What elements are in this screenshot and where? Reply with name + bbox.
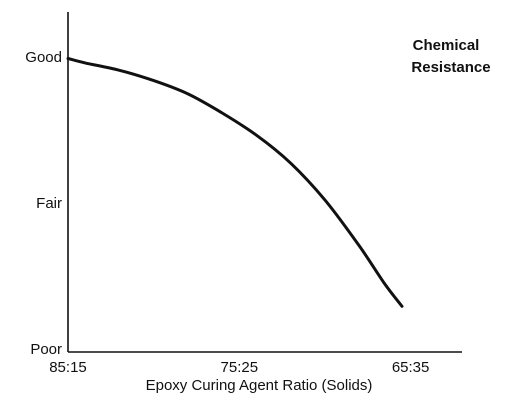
y-tick-label-poor: Poor xyxy=(30,341,62,358)
chart-title-line-1: Chemical xyxy=(413,37,480,54)
x-tick-label-75-25: 75:25 xyxy=(221,359,259,376)
y-tick-label-fair: Fair xyxy=(36,195,62,212)
chemical-resistance-curve xyxy=(66,57,404,308)
x-axis-title: Epoxy Curing Agent Ratio (Solids) xyxy=(146,377,373,394)
x-tick-label-85-15: 85:15 xyxy=(49,359,87,376)
y-tick-labels: Poor Fair Good xyxy=(25,49,62,358)
axes xyxy=(67,12,462,353)
series-group xyxy=(66,57,404,308)
y-tick-label-good: Good xyxy=(25,49,62,66)
chart-title: Chemical Resistance xyxy=(411,37,490,76)
x-tick-labels: 85:15 75:25 65:35 xyxy=(49,359,429,376)
chart-title-line-2: Resistance xyxy=(411,59,490,76)
x-tick-label-65-35: 65:35 xyxy=(392,359,430,376)
